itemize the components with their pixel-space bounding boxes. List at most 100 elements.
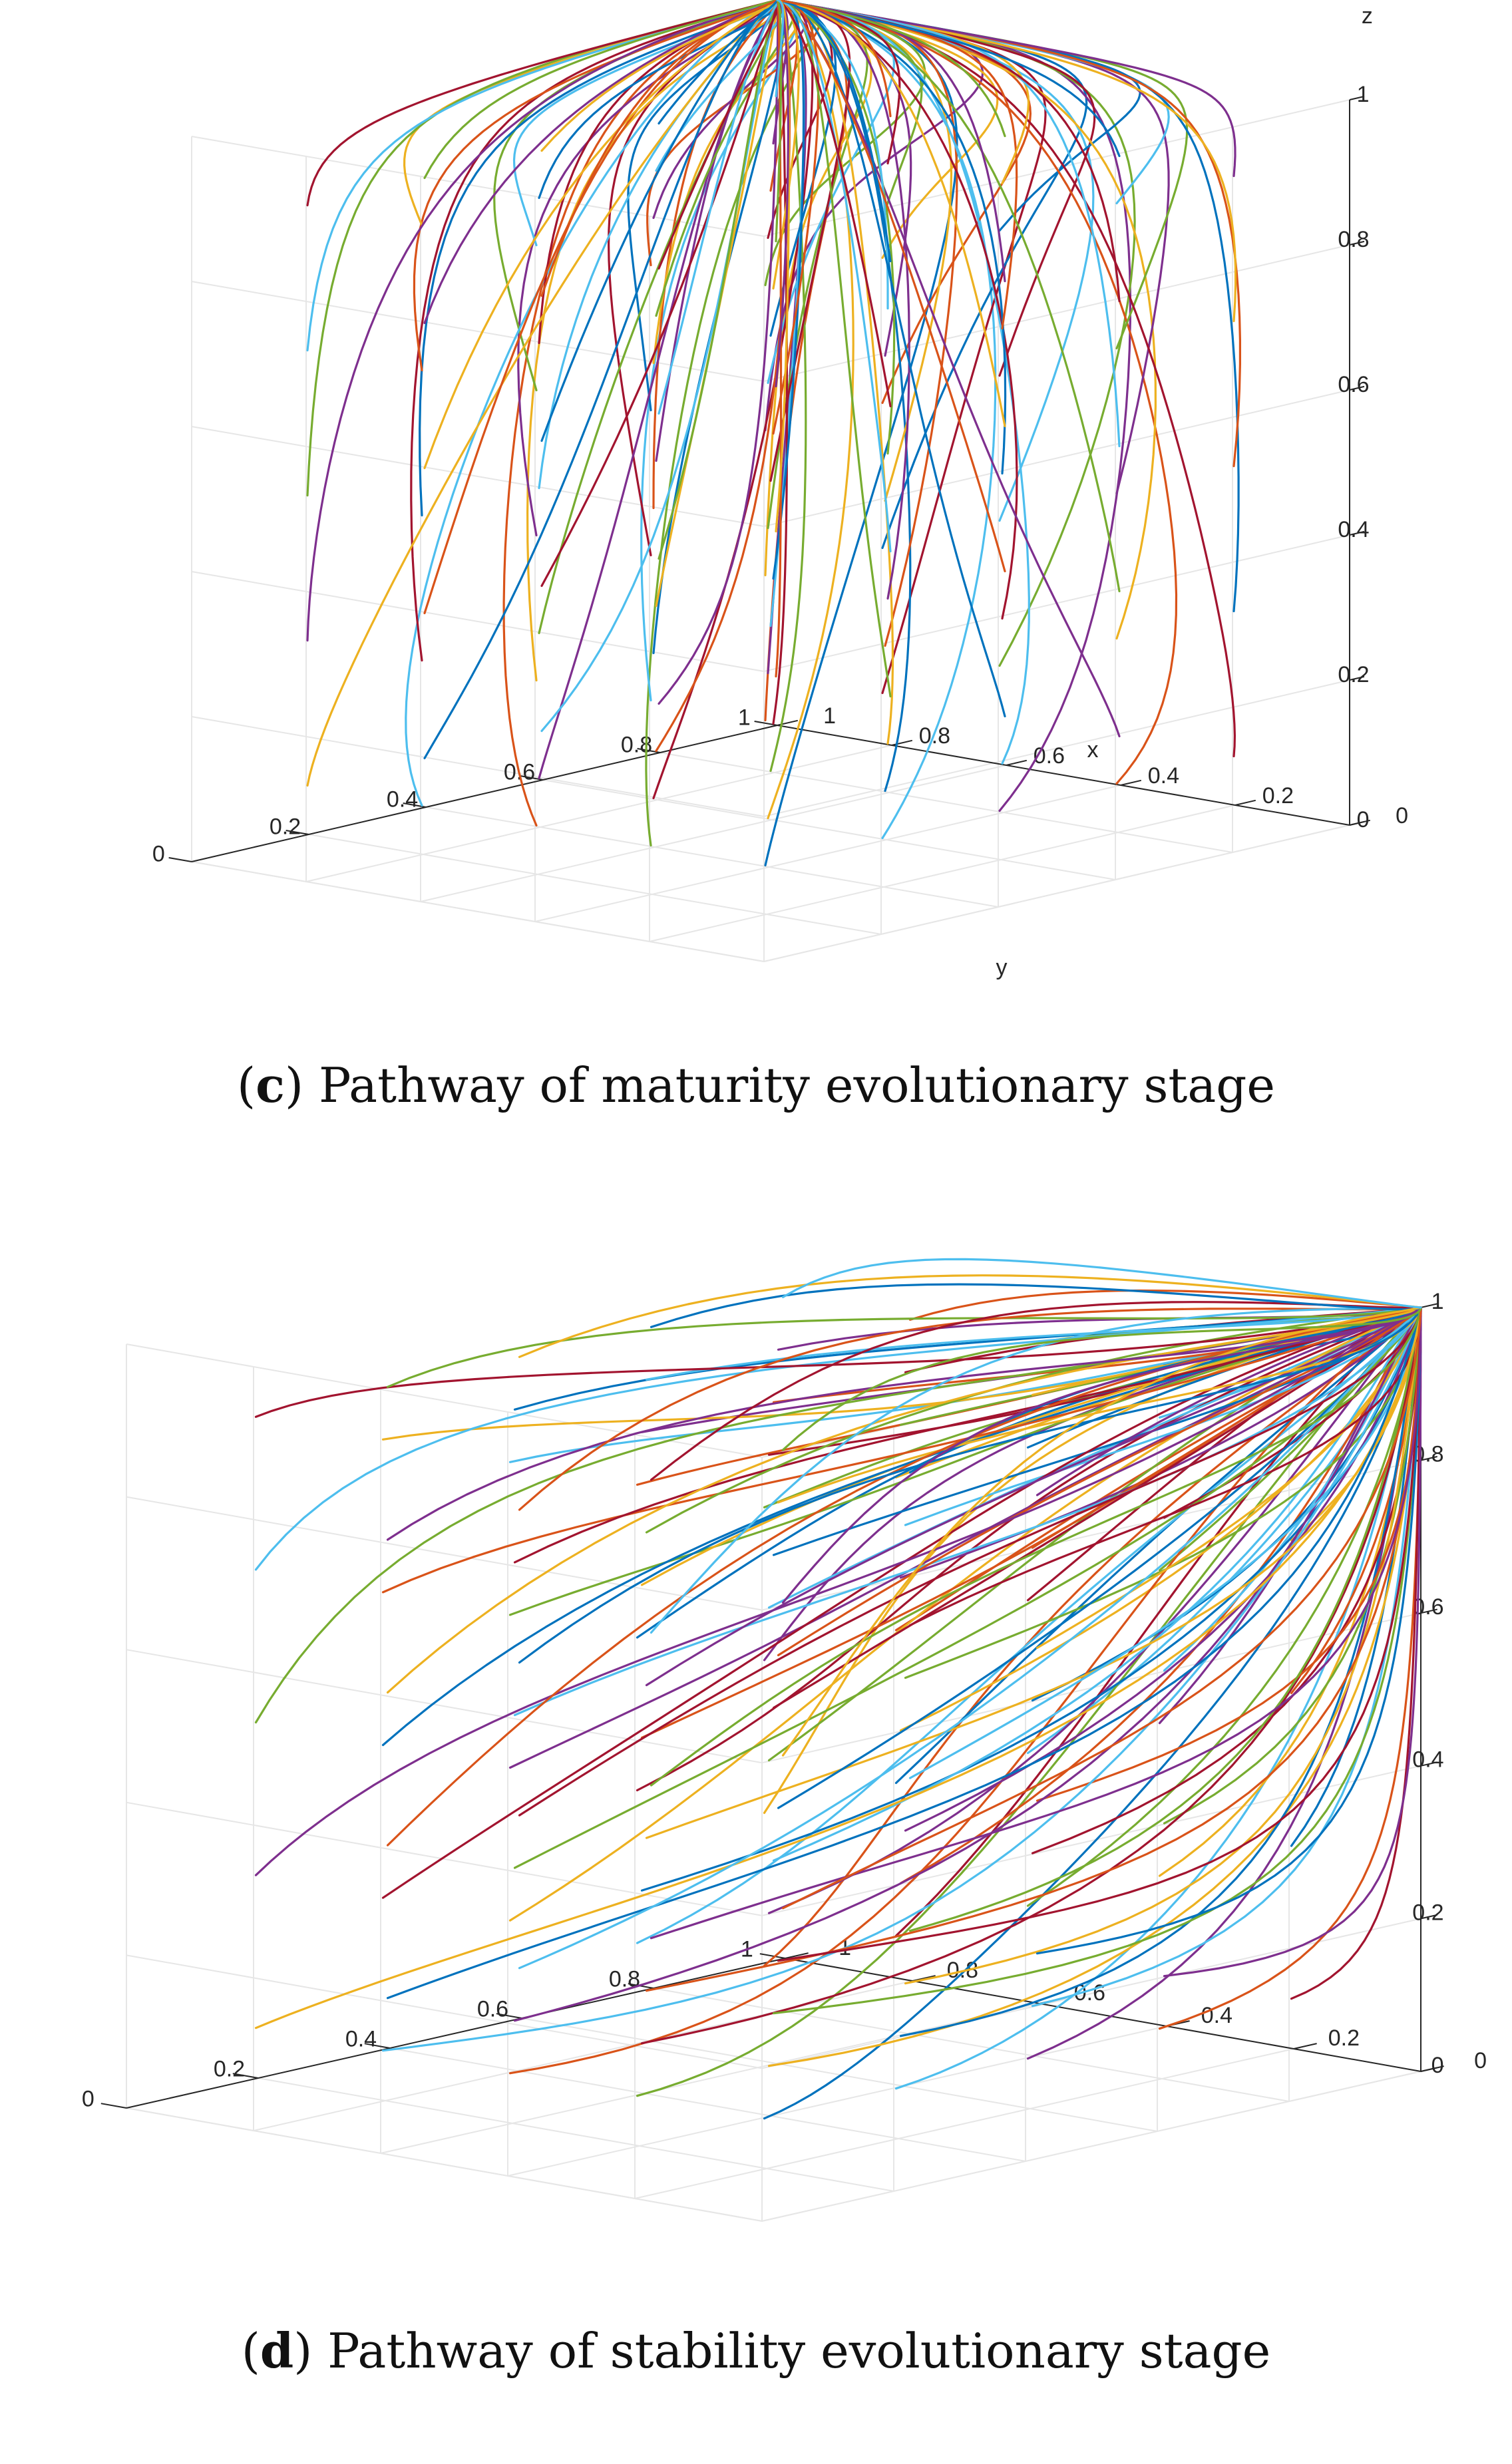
gridline bbox=[389, 2047, 1026, 2162]
trajectory-line bbox=[502, 0, 779, 827]
x-tick bbox=[1293, 2043, 1317, 2049]
caption-c: (c) Pathway of maturity evolutionary sta… bbox=[237, 1057, 1275, 1113]
x-tick-label: 0.2 bbox=[1328, 2025, 1360, 2051]
y-tick bbox=[100, 2103, 127, 2109]
y-axis-line bbox=[191, 725, 778, 862]
x-tick bbox=[1006, 759, 1028, 766]
gridline bbox=[649, 804, 1236, 942]
gridline bbox=[761, 1765, 1421, 1916]
trajectory-line bbox=[645, 1306, 1422, 1839]
z-tick bbox=[1349, 95, 1365, 100]
gridline bbox=[763, 389, 1350, 527]
trajectory-line bbox=[381, 1306, 1422, 1747]
z-tick bbox=[1349, 530, 1365, 536]
z-tick bbox=[1420, 1914, 1437, 1920]
x-tick-label: 0.2 bbox=[1262, 783, 1294, 808]
caption-d-text: Pathway of stability evolutionary stage bbox=[312, 2323, 1271, 2379]
gridline bbox=[305, 745, 892, 882]
z-tick bbox=[1349, 820, 1365, 826]
z-tick-label: 0.6 bbox=[1338, 372, 1369, 397]
z-axis-label: z bbox=[1362, 3, 1373, 29]
y-axis-line bbox=[126, 1958, 786, 2109]
gridline bbox=[191, 281, 765, 382]
gridline bbox=[763, 244, 1350, 382]
z-tick-label: 0.2 bbox=[1412, 1900, 1443, 1925]
trajectory-line bbox=[775, 0, 785, 98]
x-tick-label: 0 bbox=[1474, 2048, 1487, 2073]
gridline bbox=[126, 2107, 763, 2222]
gridline bbox=[191, 716, 765, 817]
gridline bbox=[763, 824, 1350, 962]
x-tick bbox=[785, 1952, 809, 1959]
y-tick-label: 0.4 bbox=[387, 787, 418, 812]
y-tick-label: 0.2 bbox=[214, 2057, 245, 2082]
gridline bbox=[534, 785, 1121, 922]
y-tick-label: 0.4 bbox=[345, 2027, 377, 2052]
y-tick bbox=[364, 2043, 391, 2049]
y-tick-label: 1 bbox=[738, 705, 751, 730]
x-axis-label: x bbox=[1087, 737, 1099, 763]
z-tick bbox=[1349, 240, 1365, 246]
gridline bbox=[425, 806, 999, 908]
x-tick-label: 0.4 bbox=[1148, 763, 1179, 789]
z-tick bbox=[1420, 1761, 1437, 1767]
gridline bbox=[380, 2003, 1040, 2154]
z-tick bbox=[1420, 1303, 1437, 1308]
trajectories bbox=[254, 1258, 1422, 2120]
gridline bbox=[420, 765, 1007, 902]
trajectory-line bbox=[636, 1306, 1422, 1944]
grid-lines bbox=[126, 1307, 1421, 2222]
gridline bbox=[191, 136, 765, 237]
gridline bbox=[507, 2025, 1167, 2177]
y-tick-label: 0.6 bbox=[477, 1997, 508, 2022]
z-tick-label: 0.8 bbox=[1338, 227, 1369, 252]
gridline bbox=[763, 679, 1350, 817]
gridline bbox=[634, 2048, 1294, 2199]
gridline bbox=[126, 1649, 763, 1764]
gridline bbox=[191, 861, 765, 962]
y-tick-label: 0.8 bbox=[609, 1967, 640, 1992]
trajectory-line bbox=[386, 1306, 1422, 2000]
x-tick bbox=[912, 1975, 936, 1982]
y-tick-label: 0 bbox=[82, 2087, 94, 2112]
trajectory-line bbox=[381, 1306, 1422, 1899]
x-tick bbox=[891, 739, 913, 746]
caption-d-letter: d bbox=[260, 2322, 294, 2379]
trajectory-line bbox=[776, 0, 1136, 667]
x-axis-line bbox=[777, 725, 1350, 826]
y-tick bbox=[759, 1953, 786, 1959]
y-tick-label: 0 bbox=[152, 841, 165, 866]
gridline bbox=[126, 1801, 763, 1916]
z-tick bbox=[1420, 2067, 1437, 2072]
x-tick-label: 0 bbox=[1396, 803, 1408, 828]
z-tick-label: 0.2 bbox=[1338, 662, 1369, 687]
chart-d: 00.20.40.60.8100.20.40.60.8100.20.40.60.… bbox=[82, 1232, 1487, 2222]
trajectory-line bbox=[650, 1306, 1422, 1940]
z-tick-label: 0.4 bbox=[1412, 1747, 1443, 1773]
trajectory-line bbox=[776, 0, 1121, 593]
z-tick-label: 0 bbox=[1357, 807, 1370, 832]
trajectory-line bbox=[781, 1258, 1422, 1309]
caption-d: (d) Pathway of stability evolutionary st… bbox=[241, 2322, 1271, 2379]
z-tick-label: 0 bbox=[1431, 2053, 1444, 2078]
gridline bbox=[308, 834, 882, 935]
axes: 00.20.40.60.8100.20.40.60.8100.20.40.60.… bbox=[152, 3, 1408, 980]
gridline bbox=[126, 1496, 763, 1611]
gridline bbox=[761, 1459, 1421, 1611]
z-tick bbox=[1349, 675, 1365, 681]
chart-c: 00.20.40.60.8100.20.40.60.8100.20.40.60.… bbox=[152, 0, 1408, 980]
y-tick bbox=[232, 2073, 259, 2079]
z-tick bbox=[1420, 1455, 1437, 1461]
z-tick bbox=[1349, 385, 1365, 391]
gridline bbox=[542, 779, 1116, 880]
gridline bbox=[126, 1954, 763, 2069]
gridline bbox=[253, 1980, 913, 2131]
y-tick bbox=[285, 830, 309, 835]
gridline bbox=[191, 571, 765, 672]
x-tick-label: 1 bbox=[823, 703, 836, 729]
caption-c-text: Pathway of maturity evolutionary stage bbox=[303, 1057, 1275, 1113]
y-tick bbox=[168, 857, 192, 862]
caption-c-letter: c bbox=[256, 1057, 285, 1113]
gridline bbox=[761, 2071, 1421, 2222]
gridline bbox=[660, 752, 1233, 853]
